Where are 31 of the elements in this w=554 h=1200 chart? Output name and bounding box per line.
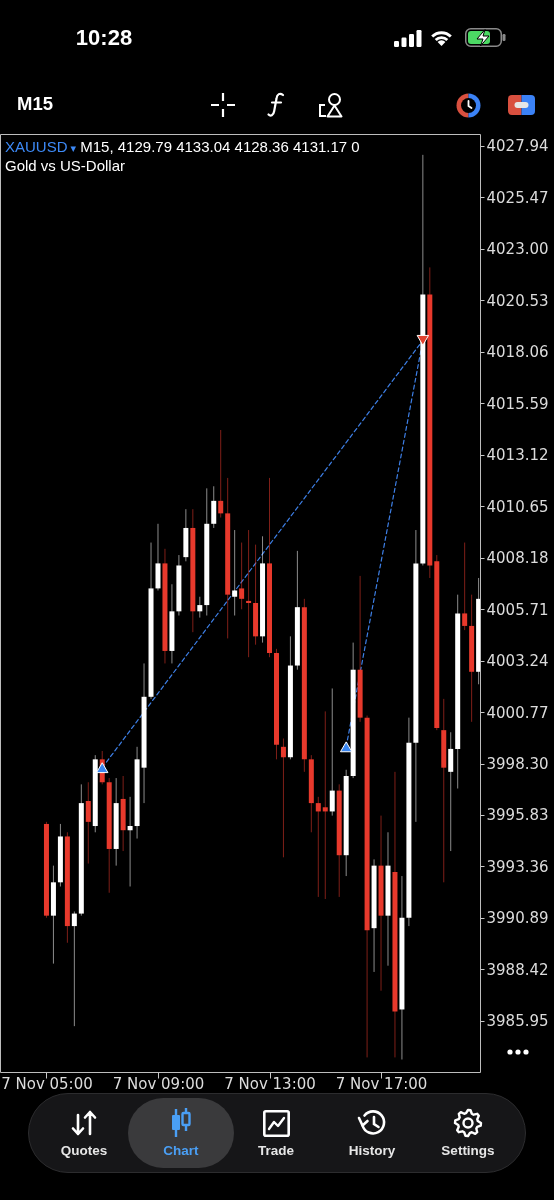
y-tick-label: 3985.95 — [486, 1012, 549, 1031]
y-tick-label: 4010.65 — [486, 497, 549, 516]
text: Chart — [163, 1143, 199, 1158]
text: M15 — [17, 93, 53, 114]
y-tick-label: 4008.18 — [486, 549, 549, 568]
y-tick-label: 3988.42 — [486, 960, 549, 979]
y-tick-label: 4000.77 — [486, 703, 549, 722]
y-tick-label: 4020.53 — [486, 291, 549, 310]
y-tick-label: 4023.00 — [486, 240, 549, 259]
y-tick-label: 4015.59 — [486, 394, 549, 413]
x-tick-label: 7 Nov 05:00 — [1, 1074, 93, 1093]
text: Gold vs US-Dollar — [5, 157, 126, 174]
text: Trade — [257, 1143, 295, 1158]
y-tick-label: 3995.83 — [486, 806, 549, 825]
y-tick-label: 4018.06 — [486, 343, 549, 362]
y-tick-label: 4027.94 — [486, 137, 549, 156]
x-tick-label: 7 Nov 09:00 — [112, 1074, 205, 1093]
y-tick-label: 3990.89 — [486, 909, 549, 928]
y-tick-label: 3998.30 — [486, 755, 549, 773]
chart-title: XAUUSD ▾ M15, 4129.79 4133.04 4128.36 4131.17 0 — [5, 138, 360, 155]
y-tick-label: 4013.12 — [486, 446, 549, 465]
y-tick-label: 4005.71 — [486, 600, 549, 619]
y-tick-label: 3993.36 — [486, 857, 549, 876]
text: 10:28 — [75, 25, 133, 50]
text: History — [348, 1143, 396, 1158]
text: Settings — [441, 1143, 495, 1158]
x-tick-label: 7 Nov 13:00 — [224, 1074, 316, 1093]
y-tick-label: 4025.47 — [486, 188, 549, 207]
text: Quotes — [60, 1143, 108, 1158]
y-tick-label: 4003.24 — [486, 652, 549, 671]
x-tick-label: 7 Nov 17:00 — [335, 1074, 428, 1093]
